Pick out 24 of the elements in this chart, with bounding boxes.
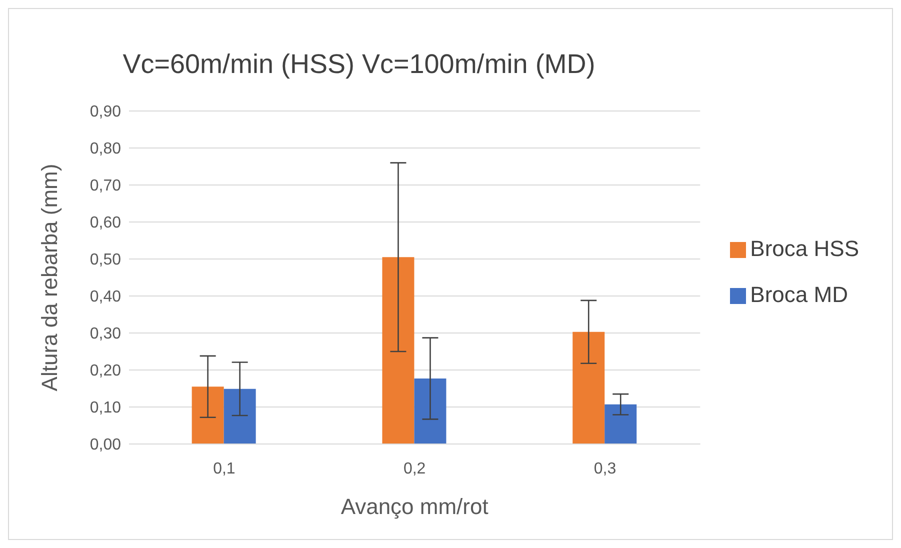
bar	[192, 386, 224, 444]
x-axis-title: Avanço mm/rot	[340, 494, 488, 519]
y-tick-label: 0,90	[90, 104, 122, 121]
y-tick-label: 0,20	[90, 362, 122, 380]
bar	[414, 378, 446, 444]
y-tick-label: 0,50	[90, 252, 122, 269]
y-tick-label: 0,10	[90, 400, 122, 417]
chart-title: Vc=60m/min (HSS) Vc=100m/min (MD)	[122, 49, 596, 80]
y-tick-label: 0,40	[90, 288, 122, 306]
x-tick-label: 0,1	[213, 460, 236, 478]
x-tick-label: 0,2	[403, 460, 426, 478]
y-tick-label: 0,60	[90, 214, 122, 232]
y-tick-label: 0,70	[90, 178, 122, 195]
bar	[604, 404, 637, 444]
y-tick-label: 0,00	[90, 436, 122, 454]
legend-label: Broca HSS	[750, 236, 859, 260]
y-tick-label: 0,30	[90, 326, 122, 343]
bar	[572, 332, 605, 444]
bar	[224, 388, 256, 444]
legend-label: Broca MD	[750, 282, 848, 306]
y-tick-label: 0,80	[90, 140, 122, 158]
bar	[382, 257, 414, 444]
y-axis-title: Altura da rebarba (mm)	[36, 164, 62, 392]
x-tick-label: 0,3	[594, 460, 616, 478]
